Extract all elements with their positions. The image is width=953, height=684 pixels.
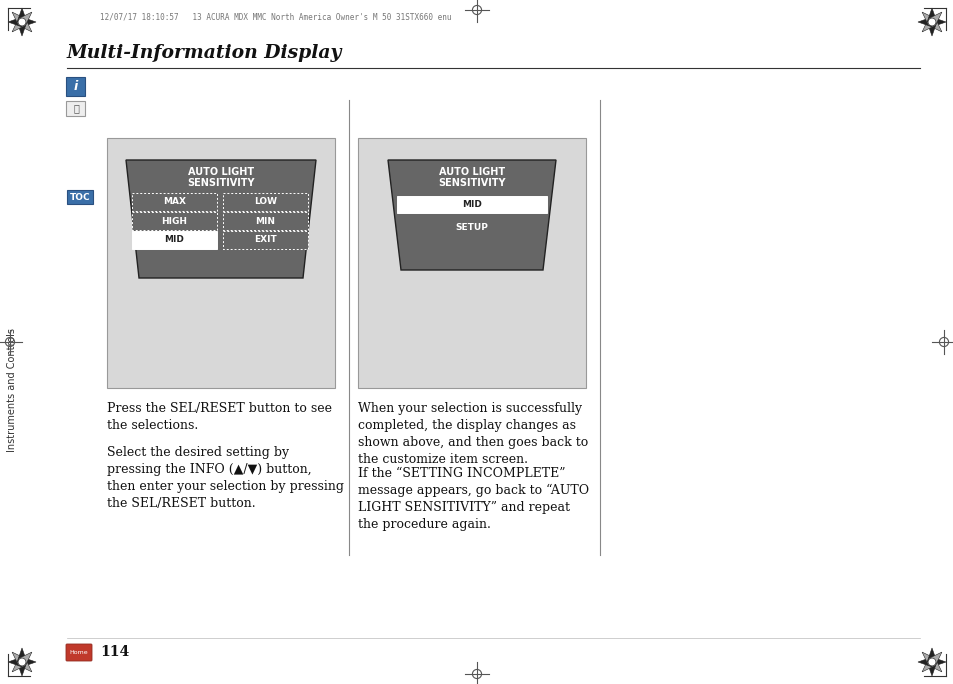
Polygon shape [926, 8, 936, 22]
Polygon shape [927, 652, 941, 666]
Polygon shape [17, 22, 27, 36]
FancyBboxPatch shape [67, 190, 92, 204]
Text: Select the desired setting by
pressing the INFO (▲/▼) button,
then enter your se: Select the desired setting by pressing t… [107, 446, 344, 510]
Polygon shape [12, 18, 26, 32]
Polygon shape [927, 18, 941, 32]
FancyBboxPatch shape [132, 193, 216, 211]
Text: SENSITIVITY: SENSITIVITY [437, 178, 505, 188]
FancyBboxPatch shape [67, 77, 86, 96]
Polygon shape [12, 12, 26, 25]
Text: AUTO LIGHT: AUTO LIGHT [188, 167, 253, 177]
Circle shape [927, 658, 935, 666]
Polygon shape [18, 18, 31, 32]
Polygon shape [926, 648, 936, 662]
Text: AUTO LIGHT: AUTO LIGHT [438, 167, 504, 177]
Polygon shape [922, 652, 935, 666]
Text: MID: MID [164, 235, 184, 244]
FancyBboxPatch shape [357, 138, 585, 388]
Polygon shape [922, 12, 935, 25]
FancyBboxPatch shape [66, 644, 91, 661]
Polygon shape [917, 17, 931, 27]
Polygon shape [18, 12, 31, 25]
Polygon shape [922, 659, 935, 672]
Polygon shape [917, 657, 931, 667]
FancyBboxPatch shape [223, 212, 308, 230]
FancyBboxPatch shape [67, 101, 86, 116]
Circle shape [18, 18, 26, 26]
Polygon shape [927, 659, 941, 672]
FancyBboxPatch shape [396, 196, 546, 213]
Text: MIN: MIN [255, 217, 275, 226]
FancyBboxPatch shape [132, 212, 216, 230]
Polygon shape [17, 662, 27, 676]
Polygon shape [926, 662, 936, 676]
Polygon shape [8, 17, 22, 27]
Polygon shape [18, 659, 31, 672]
FancyBboxPatch shape [132, 231, 216, 249]
Polygon shape [18, 652, 31, 666]
Text: 12/07/17 18:10:57   13 ACURA MDX MMC North America Owner's M 50 31STX660 enu: 12/07/17 18:10:57 13 ACURA MDX MMC North… [100, 12, 451, 21]
Polygon shape [926, 22, 936, 36]
Text: Instruments and Controls: Instruments and Controls [7, 328, 17, 452]
Polygon shape [12, 652, 26, 666]
Text: Home: Home [70, 650, 89, 655]
Polygon shape [22, 17, 36, 27]
Polygon shape [17, 8, 27, 22]
Polygon shape [22, 657, 36, 667]
Text: ⛟: ⛟ [73, 103, 79, 113]
Text: LOW: LOW [253, 198, 276, 207]
Polygon shape [931, 657, 945, 667]
FancyBboxPatch shape [107, 138, 335, 388]
Polygon shape [17, 648, 27, 662]
Polygon shape [931, 17, 945, 27]
Text: Press the SEL/RESET button to see
the selections.: Press the SEL/RESET button to see the se… [107, 402, 332, 432]
Text: When your selection is successfully
completed, the display changes as
shown abov: When your selection is successfully comp… [357, 402, 588, 466]
Polygon shape [8, 657, 22, 667]
Polygon shape [126, 160, 315, 278]
Text: EXIT: EXIT [253, 235, 276, 244]
Text: TOC: TOC [70, 192, 91, 202]
Text: HIGH: HIGH [161, 217, 188, 226]
Polygon shape [927, 12, 941, 25]
Polygon shape [12, 659, 26, 672]
Circle shape [18, 658, 26, 666]
Text: i: i [73, 79, 78, 92]
FancyBboxPatch shape [223, 231, 308, 249]
Text: 114: 114 [100, 645, 129, 659]
Text: If the “SETTING INCOMPLETE”
message appears, go back to “AUTO
LIGHT SENSITIVITY”: If the “SETTING INCOMPLETE” message appe… [357, 467, 589, 531]
Text: MID: MID [461, 200, 481, 209]
Polygon shape [922, 18, 935, 32]
Text: SETUP: SETUP [456, 222, 488, 231]
Polygon shape [388, 160, 556, 270]
Text: MAX: MAX [163, 198, 186, 207]
Text: SENSITIVITY: SENSITIVITY [187, 178, 254, 188]
Circle shape [927, 18, 935, 26]
FancyBboxPatch shape [223, 193, 308, 211]
Text: Multi-Information Display: Multi-Information Display [67, 44, 342, 62]
